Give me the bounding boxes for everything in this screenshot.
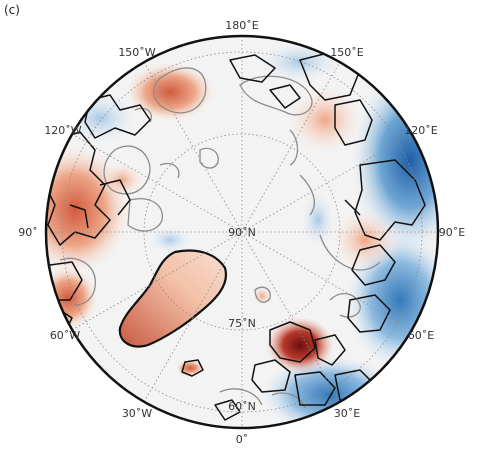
- label-lon-30e: 30˚E: [334, 407, 360, 420]
- label-lat-60: 60˚N: [228, 400, 256, 413]
- warm-anomaly-canada-north: [100, 162, 144, 198]
- cool-anomaly-hudson: [148, 226, 192, 254]
- label-lon-120e: 120˚E: [404, 124, 437, 137]
- map-boundary: [44, 34, 440, 430]
- label-lon-120w: 120˚W: [44, 124, 81, 137]
- graticule: [46, 36, 438, 428]
- label-lon-60w: 60˚W: [50, 329, 80, 342]
- label-lat-90: 90˚N: [228, 226, 256, 239]
- cool-anomaly-east-asia: [350, 65, 438, 255]
- meridian-120-300: [71, 133, 413, 331]
- label-lon-180: 180˚E: [225, 19, 258, 32]
- warm-anomaly-siberia-central: [330, 208, 400, 272]
- warm-anomaly-svalbard: [252, 286, 272, 306]
- label-lon-150w: 150˚W: [118, 46, 155, 59]
- graticule-labels: 180˚E 150˚W 150˚E 120˚W 120˚E 90˚ 90˚E 6…: [18, 19, 465, 446]
- warm-anomaly-alaska: [125, 62, 215, 122]
- label-lon-60e: 60˚E: [408, 329, 434, 342]
- panel-label: (c): [4, 3, 20, 17]
- lat-circle-75: [143, 133, 341, 331]
- label-lon-90w: 90˚: [18, 226, 38, 239]
- label-lon-90e: 90˚E: [439, 226, 465, 239]
- greenland: [118, 249, 228, 348]
- label-lat-75: 75˚N: [228, 317, 256, 330]
- label-lon-30w: 30˚W: [122, 407, 152, 420]
- cool-anomaly-arctic: [300, 190, 336, 250]
- label-lon-0: 0˚: [236, 433, 249, 446]
- contour-lines: [59, 67, 381, 409]
- label-lon-150e: 150˚E: [330, 46, 363, 59]
